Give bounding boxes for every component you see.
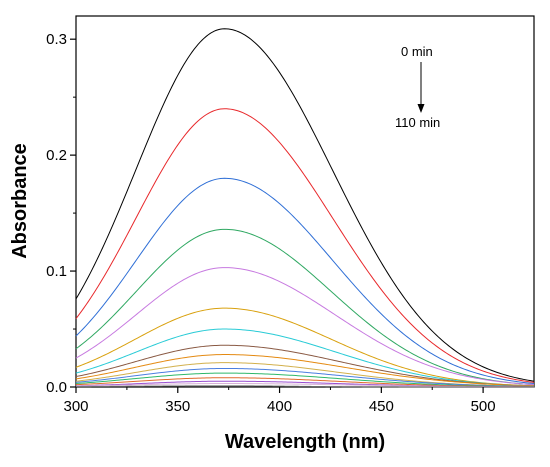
annotation-end-label: 110 min xyxy=(395,115,440,130)
spectrum-curve-6 xyxy=(75,307,535,387)
spectrum-curve-2 xyxy=(75,108,535,383)
y-tick-label: 0.2 xyxy=(46,147,67,164)
x-tick-label: 500 xyxy=(471,398,496,415)
x-axis-ticks: 300 350 400 450 500 xyxy=(63,387,496,415)
spectrum-curve-1 xyxy=(75,28,535,382)
annotation-start-label: 0 min xyxy=(401,44,433,59)
spectrum-curve-7 xyxy=(75,328,535,387)
y-tick-label: 0.3 xyxy=(46,31,67,48)
spectrum-curve-8 xyxy=(75,344,535,387)
time-annotation: 0 min 110 min xyxy=(395,44,440,130)
spectrum-curve-12 xyxy=(75,372,535,388)
spectrum-curve-16 xyxy=(75,385,534,388)
x-tick-label: 300 xyxy=(63,398,88,415)
x-axis-title: Wavelength (nm) xyxy=(225,431,385,453)
y-tick-label: 0.1 xyxy=(46,263,67,280)
x-tick-label: 400 xyxy=(267,398,292,415)
spectrum-curve-11 xyxy=(75,367,535,387)
plot-frame xyxy=(75,15,535,388)
y-tick-label: 0.0 xyxy=(46,379,67,396)
spectrum-curve-13 xyxy=(75,377,535,388)
y-axis-ticks: 0.0 0.1 0.2 0.3 xyxy=(46,31,76,396)
annotation-arrow-head xyxy=(417,104,425,113)
spectrum-curve-3 xyxy=(75,177,535,385)
y-axis-title: Absorbance xyxy=(9,143,31,259)
x-tick-label: 350 xyxy=(165,398,190,415)
spectrum-curve-9 xyxy=(75,354,535,387)
spectrum-curve-5 xyxy=(75,267,535,386)
series-curves xyxy=(75,28,535,388)
spectrum-curve-4 xyxy=(75,228,535,386)
x-tick-label: 450 xyxy=(369,398,394,415)
